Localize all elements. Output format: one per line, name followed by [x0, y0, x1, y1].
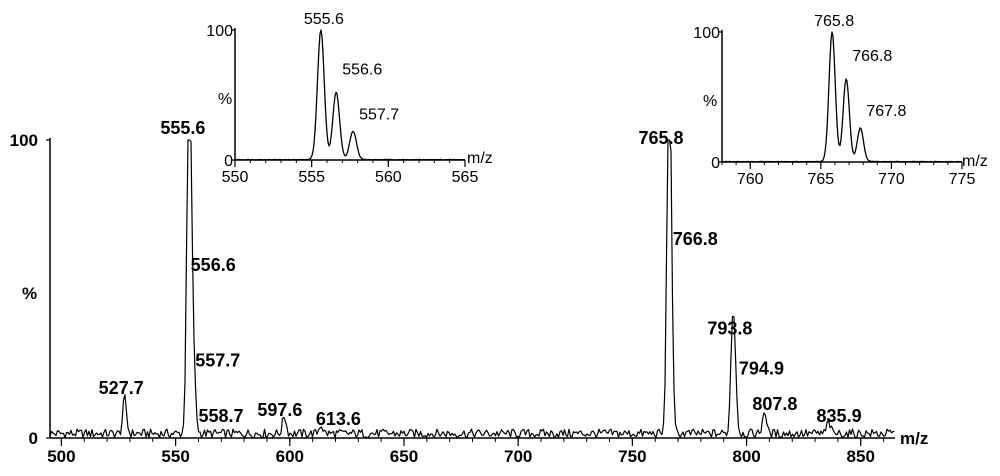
inset-spectrum-1: 550 555 560 565 0 100 m/z% 555.6 556.6 557.7: [206, 11, 492, 186]
peak-label: 613.6: [316, 409, 361, 429]
x-tick-label: 600: [276, 447, 304, 466]
x-tick-label: 775: [949, 171, 976, 188]
peak-label: 766.8: [673, 229, 718, 249]
peak-label: 765.8: [638, 128, 683, 148]
peak-label: 835.9: [817, 406, 862, 426]
spectrum-trace: [234, 29, 466, 161]
x-axis-label: m/z: [467, 150, 493, 167]
x-tick-label: 770: [878, 171, 905, 188]
x-tick-label: 760: [737, 171, 764, 188]
x-tick-label: 550: [222, 169, 249, 186]
peak-label: 556.6: [342, 61, 382, 78]
x-tick-label: 700: [504, 447, 532, 466]
x-tick-label: 565: [452, 169, 479, 186]
y-tick-label: 0: [711, 155, 720, 172]
y-tick-label: 100: [693, 25, 720, 42]
peak-label: 555.6: [160, 118, 205, 138]
y-tick-label: 0: [224, 153, 233, 170]
peak-label: 555.6: [304, 11, 344, 28]
peak-label: 557.7: [195, 350, 240, 370]
peak-label: 527.7: [99, 378, 144, 398]
peak-label: 767.8: [866, 103, 906, 120]
x-tick-label: 765: [807, 171, 834, 188]
peak-label: 558.7: [198, 406, 243, 426]
spectrum-trace: [721, 31, 963, 163]
peak-label: 597.6: [257, 400, 302, 420]
x-tick-label: 850: [847, 447, 875, 466]
peak-label: 765.8: [814, 13, 854, 30]
peak-label: 766.8: [852, 48, 892, 65]
x-tick-label: 750: [618, 447, 646, 466]
peak-label: 556.6: [191, 255, 236, 275]
x-tick-label: 555: [298, 169, 325, 186]
y-axis-label: %: [22, 284, 37, 303]
y-tick-label: 0: [29, 429, 38, 448]
x-axis-label: m/z: [962, 153, 988, 170]
peak-label: 793.8: [707, 319, 752, 339]
x-tick-label: 560: [375, 169, 402, 186]
spectrum-trace: [49, 139, 895, 439]
x-tick-label: 800: [732, 447, 760, 466]
x-tick-label: 650: [390, 447, 418, 466]
y-tick-label: 100: [10, 131, 38, 150]
inset-spectrum-2: 760 765 770 775 0 100 m/z% 765.8 766.8 767.8: [693, 13, 987, 188]
peak-label: 557.7: [359, 106, 399, 123]
peak-label: 794.9: [739, 358, 784, 378]
y-axis-label: %: [703, 93, 717, 110]
peak-label: 807.8: [752, 394, 797, 414]
x-tick-label: 500: [47, 447, 75, 466]
x-tick-label: 550: [161, 447, 189, 466]
y-axis-label: %: [218, 91, 232, 108]
main-spectrum: 500 550 600 650 700 750 800 850 0 100 m/z% 527.7 555…: [10, 118, 929, 466]
y-tick-label: 100: [206, 23, 233, 40]
x-axis-label: m/z: [900, 429, 928, 448]
